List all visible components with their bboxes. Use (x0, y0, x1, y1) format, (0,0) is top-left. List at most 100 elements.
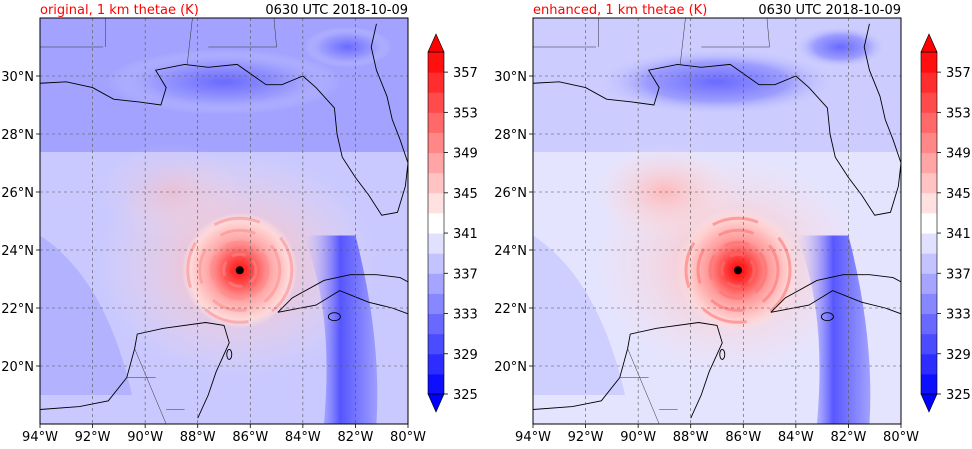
colorbar-segment (428, 112, 444, 133)
ne-cool-blob (303, 26, 392, 68)
mexico-state-lines (126, 348, 185, 425)
colorbar-segment (428, 152, 444, 174)
colorbar-segment (921, 313, 937, 335)
isla-juventud (327, 312, 341, 322)
warm-sector-north (590, 143, 739, 241)
panel-timestamp: 0630 UTC 2018-10-09 (758, 3, 901, 18)
coastlines (39, 23, 409, 419)
colorbar-segment (921, 353, 937, 375)
colorbar-segment (428, 92, 444, 113)
colorbar-segment (428, 52, 444, 73)
colorbar-segment (428, 273, 444, 294)
colorbar-segment (921, 172, 937, 194)
x-tick-label: 94°W (515, 430, 551, 445)
colorbar-segment (921, 192, 937, 214)
panel-timestamp: 0630 UTC 2018-10-09 (265, 3, 408, 18)
colorbar-tick-label: 357 (946, 66, 971, 81)
warm-sector-north (97, 143, 246, 241)
colorbar: 325 329 333 337 341 345 349 353 357 (427, 33, 478, 413)
coastlines (532, 23, 902, 419)
thetae-field (533, 18, 901, 424)
colorbar-segment (921, 373, 937, 395)
y-tick-label: 26°N (1, 186, 34, 201)
colorbar-extend-low (920, 393, 938, 413)
colorbar-tick-label: 353 (453, 106, 478, 121)
spiral-band (222, 252, 258, 288)
political-borders (533, 17, 770, 425)
x-tick-label: 92°W (568, 430, 604, 445)
colorbar-segment (921, 132, 937, 154)
yucatan-coastline (39, 322, 230, 419)
colorbar-extend-high (920, 33, 938, 53)
x-tick-label: 82°W (830, 430, 866, 445)
west-cool-arc (40, 235, 132, 395)
x-tick-label: 92°W (75, 430, 111, 445)
ne-cool-blob (796, 26, 885, 68)
colorbar-segment (921, 72, 937, 93)
spiral-band (210, 240, 270, 300)
colorbar-tick-label: 341 (453, 227, 478, 242)
y-tick-label: 28°N (1, 128, 34, 143)
colorbar-tick-label: 345 (946, 187, 971, 202)
colorbar-tick-label: 349 (946, 147, 971, 162)
cozumel (719, 348, 726, 360)
colorbar-tick-label: 349 (453, 147, 478, 162)
x-tick-label: 80°W (883, 430, 919, 445)
storm-center-marker (235, 266, 244, 275)
cuba-north-coastline (770, 274, 902, 313)
colorbar-frame (920, 51, 938, 395)
colorbar-segment (921, 52, 937, 73)
colorbar-tick-label: 325 (946, 388, 971, 403)
colorbar-segment (428, 172, 444, 194)
colorbar-segment (428, 313, 444, 335)
east-dry-band (795, 235, 871, 424)
thetae-field (40, 18, 408, 424)
colorbar-segment (921, 112, 937, 133)
colorbar-tick-label: 329 (946, 348, 971, 363)
x-tick-label: 80°W (390, 430, 426, 445)
colorbar-segment (921, 333, 937, 355)
mexico-state-lines (619, 348, 678, 425)
x-tick-label: 94°W (22, 430, 58, 445)
spiral-band (186, 216, 294, 324)
colorbar-segment (428, 353, 444, 375)
x-tick-label: 86°W (725, 430, 761, 445)
colorbar-segment (428, 233, 444, 254)
colorbar-segment (428, 333, 444, 355)
x-tick-label: 90°W (127, 430, 163, 445)
colorbar-tick-label: 333 (946, 308, 971, 323)
colorbar-segment (921, 273, 937, 294)
spiral-band (696, 228, 780, 312)
colorbar-tick-label: 325 (453, 388, 478, 403)
cozumel (226, 348, 233, 360)
y-tick-label: 24°N (494, 244, 527, 259)
y-tick-label: 22°N (494, 302, 527, 317)
colorbar-segment (428, 192, 444, 214)
east-dry-band (302, 235, 378, 424)
gulf-coast-cool-blob (106, 49, 342, 115)
yucatan-coastline (532, 322, 723, 419)
spiral-band (198, 228, 282, 312)
colorbar-tick-label: 337 (946, 267, 971, 282)
colorbar-segment (428, 253, 444, 274)
colorbar-extend-low (427, 393, 445, 413)
colorbar-segment (428, 373, 444, 395)
spiral-band (684, 216, 792, 324)
panel-title: original, 1 km thetae (K) (40, 3, 199, 18)
us-gulf-coastline (532, 23, 902, 216)
y-tick-label: 24°N (1, 244, 34, 259)
y-tick-label: 28°N (494, 128, 527, 143)
y-tick-label: 30°N (1, 70, 34, 85)
colorbar-segment (428, 293, 444, 315)
spiral-band (708, 240, 768, 300)
us-gulf-coastline (39, 23, 409, 216)
y-tick-label: 30°N (494, 70, 527, 85)
us-state-lines (533, 17, 770, 65)
x-tick-label: 82°W (337, 430, 373, 445)
x-tick-label: 88°W (673, 430, 709, 445)
x-tick-label: 84°W (285, 430, 321, 445)
cuba-south-coastline (770, 290, 902, 315)
us-state-lines (40, 17, 277, 65)
y-tick-label: 22°N (1, 302, 34, 317)
